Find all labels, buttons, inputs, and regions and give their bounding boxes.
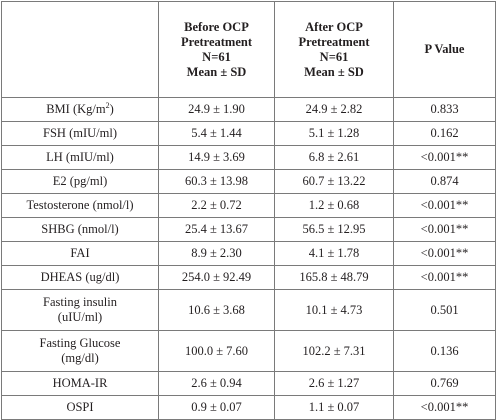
p-value-cell: <0.001** — [393, 241, 496, 266]
p-value-cell: <0.001** — [393, 145, 496, 170]
table-row-e2: E2 (pg/ml) 60.3 ± 13.98 60.7 ± 13.22 0.8… — [1, 169, 496, 194]
p-value-cell: 0.136 — [393, 330, 496, 372]
table-row-lh: LH (mIU/ml) 14.9 ± 3.69 6.8 ± 2.61 <0.00… — [1, 145, 496, 170]
header-after-line-2: Pretreatment — [298, 34, 370, 49]
param-cell: SHBG (nmol/l) — [1, 217, 159, 242]
after-cell: 56.5 ± 12.95 — [274, 217, 394, 242]
after-cell: 1.2 ± 0.68 — [274, 193, 394, 218]
after-cell: 60.7 ± 13.22 — [274, 169, 394, 194]
before-cell: 14.9 ± 3.69 — [158, 145, 275, 170]
param-cell: Testosterone (nmol/l) — [1, 193, 159, 218]
header-p-line: P Value — [424, 42, 465, 56]
p-value-cell: <0.001** — [393, 395, 496, 420]
p-value-cell: 0.874 — [393, 169, 496, 194]
after-cell: 10.1 ± 4.73 — [274, 289, 394, 331]
table-row-fasting-glucose: Fasting Glucose (mg/dl) 100.0 ± 7.60 102… — [1, 330, 496, 372]
after-cell: 1.1 ± 0.07 — [274, 395, 394, 420]
param-superscript: 2 — [105, 100, 110, 110]
after-cell: 102.2 ± 7.31 — [274, 330, 394, 372]
param-label-line-1: Fasting insulin — [43, 295, 117, 309]
table-row-bmi: BMI (Kg/m2) 24.9 ± 1.90 24.9 ± 2.82 0.83… — [1, 97, 496, 122]
after-cell: 24.9 ± 2.82 — [274, 97, 394, 122]
param-label-line-2: (mg/dl) — [61, 351, 99, 365]
param-cell: FAI — [1, 241, 159, 266]
before-cell: 8.9 ± 2.30 — [158, 241, 275, 266]
param-cell: FSH (mIU/ml) — [1, 121, 159, 146]
header-before-line-1: Before OCP — [184, 19, 249, 34]
table-header-row: Before OCP Pretreatment N=61 Mean ± SD A… — [1, 1, 496, 98]
p-value-cell: <0.001** — [393, 265, 496, 290]
header-parameter — [1, 1, 159, 98]
param-cell: OSPI — [1, 395, 159, 420]
before-cell: 2.6 ± 0.94 — [158, 371, 275, 396]
param-label-line-2: (uIU/ml) — [57, 310, 103, 324]
p-value-cell: <0.001** — [393, 193, 496, 218]
p-value-cell: 0.501 — [393, 289, 496, 331]
before-cell: 254.0 ± 92.49 — [158, 265, 275, 290]
param-cell: BMI (Kg/m2) — [1, 97, 159, 122]
param-cell: Fasting insulin (uIU/ml) — [1, 289, 159, 331]
table-row-ospi: OSPI 0.9 ± 0.07 1.1 ± 0.07 <0.001** — [1, 395, 496, 420]
table-row-fai: FAI 8.9 ± 2.30 4.1 ± 1.78 <0.001** — [1, 241, 496, 266]
before-cell: 2.2 ± 0.72 — [158, 193, 275, 218]
param-cell: HOMA-IR — [1, 371, 159, 396]
header-before-line-3: N=61 — [202, 49, 231, 64]
param-label-tail: ) — [109, 102, 114, 116]
after-cell: 2.6 ± 1.27 — [274, 371, 394, 396]
param-label: BMI (Kg/m — [46, 102, 106, 116]
before-cell: 25.4 ± 13.67 — [158, 217, 275, 242]
header-before-line-4: Mean ± SD — [186, 64, 247, 79]
table-row-shbg: SHBG (nmol/l) 25.4 ± 13.67 56.5 ± 12.95 … — [1, 217, 496, 242]
before-cell: 24.9 ± 1.90 — [158, 97, 275, 122]
param-label-line-1: Fasting Glucose — [39, 336, 121, 350]
param-cell: DHEAS (ug/dl) — [1, 265, 159, 290]
param-cell: LH (mIU/ml) — [1, 145, 159, 170]
before-cell: 10.6 ± 3.68 — [158, 289, 275, 331]
header-after-line-1: After OCP — [305, 19, 363, 34]
param-cell: E2 (pg/ml) — [1, 169, 159, 194]
table-row-testosterone: Testosterone (nmol/l) 2.2 ± 0.72 1.2 ± 0… — [1, 193, 496, 218]
p-value-cell: 0.769 — [393, 371, 496, 396]
table-row-fasting-insulin: Fasting insulin (uIU/ml) 10.6 ± 3.68 10.… — [1, 289, 496, 331]
p-value-cell: 0.162 — [393, 121, 496, 146]
table-row-dheas: DHEAS (ug/dl) 254.0 ± 92.49 165.8 ± 48.7… — [1, 265, 496, 290]
p-value-cell: <0.001** — [393, 217, 496, 242]
header-after-line-3: N=61 — [319, 49, 349, 64]
before-cell: 5.4 ± 1.44 — [158, 121, 275, 146]
header-after-line-4: Mean ± SD — [304, 64, 364, 79]
header-p-value: P Value — [393, 1, 496, 98]
after-cell: 165.8 ± 48.79 — [274, 265, 394, 290]
p-value-cell: 0.833 — [393, 97, 496, 122]
before-cell: 60.3 ± 13.98 — [158, 169, 275, 194]
header-before-line-2: Pretreatment — [180, 34, 253, 49]
header-after-ocp: After OCP Pretreatment N=61 Mean ± SD — [274, 1, 394, 98]
before-cell: 0.9 ± 0.07 — [158, 395, 275, 420]
header-before-ocp: Before OCP Pretreatment N=61 Mean ± SD — [158, 1, 275, 98]
table-row-homa-ir: HOMA-IR 2.6 ± 0.94 2.6 ± 1.27 0.769 — [1, 371, 496, 396]
after-cell: 5.1 ± 1.28 — [274, 121, 394, 146]
before-cell: 100.0 ± 7.60 — [158, 330, 275, 372]
table-row-fsh: FSH (mIU/ml) 5.4 ± 1.44 5.1 ± 1.28 0.162 — [1, 121, 496, 146]
param-cell: Fasting Glucose (mg/dl) — [1, 330, 159, 372]
after-cell: 6.8 ± 2.61 — [274, 145, 394, 170]
after-cell: 4.1 ± 1.78 — [274, 241, 394, 266]
